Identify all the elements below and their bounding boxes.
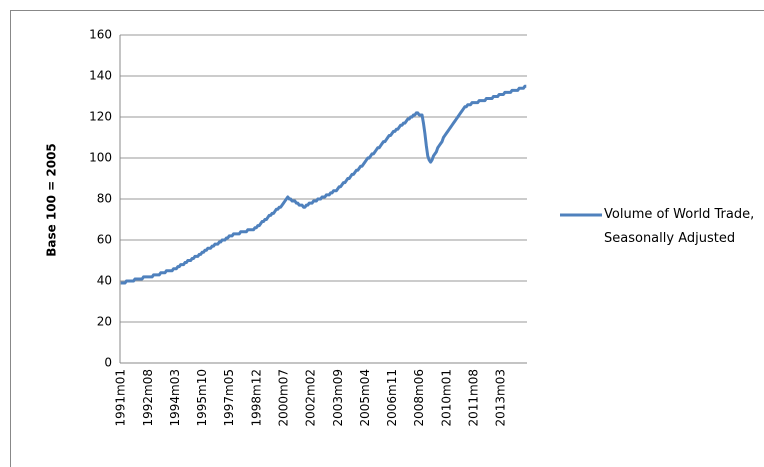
x-tick-label: 2006m11 — [385, 369, 399, 427]
x-tick-label: 1998m12 — [249, 369, 263, 427]
x-tick-label: 1994m03 — [168, 369, 182, 427]
y-tick-label: 80 — [97, 192, 112, 206]
x-tick-label: 2002m02 — [304, 369, 318, 427]
x-tick-label: 2013m03 — [494, 369, 508, 427]
y-tick-label: 20 — [97, 315, 112, 329]
x-tick-label: 1992m08 — [141, 369, 155, 427]
x-tick-label: 1997m05 — [222, 369, 236, 427]
x-tick-label: 1991m01 — [114, 369, 128, 427]
y-tick-label: 140 — [89, 69, 112, 83]
chart-frame — [10, 10, 764, 467]
x-tick-label: 2010m01 — [439, 369, 453, 427]
x-tick-label: 2003m09 — [331, 369, 345, 427]
y-tick-label: 60 — [97, 233, 112, 247]
y-tick-label: 40 — [97, 274, 112, 288]
y-tick-label: 100 — [89, 151, 112, 165]
x-tick-label: 2000m07 — [277, 369, 291, 427]
y-tick-label: 160 — [89, 28, 112, 42]
x-tick-label: 2008m06 — [412, 369, 426, 427]
y-tick-label: 120 — [89, 110, 112, 124]
series-line — [120, 84, 527, 285]
x-tick-label: 2005m04 — [358, 369, 372, 427]
y-tick-label: 0 — [104, 356, 112, 370]
legend-label: Volume of World Trade, Seasonally Adjust… — [604, 207, 755, 246]
x-tick-label: 2011m08 — [466, 369, 480, 427]
y-axis-label: Base 100 = 2005 — [45, 143, 59, 257]
x-tick-label: 1995m10 — [195, 369, 209, 427]
